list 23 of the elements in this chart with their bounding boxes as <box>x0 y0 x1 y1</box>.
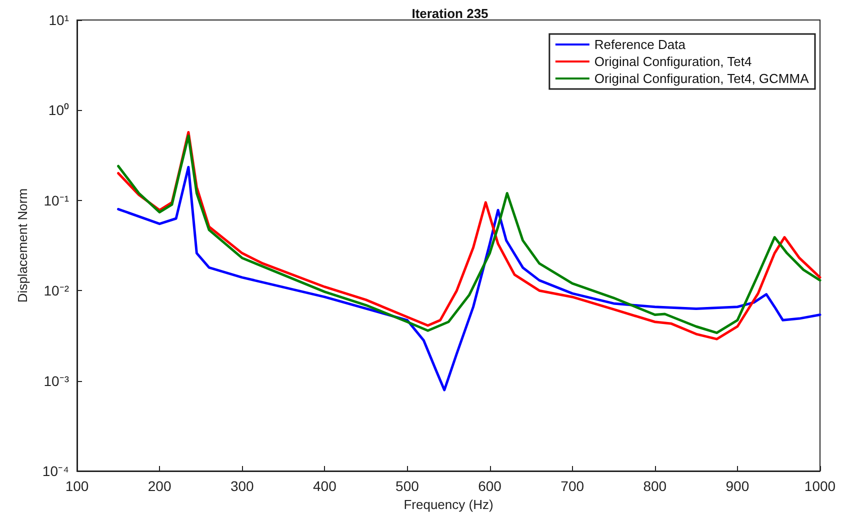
x-tick-label: 400 <box>312 478 337 494</box>
chart-title: Iteration 235 <box>412 6 488 21</box>
y-axis-title: Displacement Norm <box>15 188 30 303</box>
x-tick-label: 100 <box>65 478 89 494</box>
x-tick-label: 1000 <box>804 478 836 494</box>
x-tick-label: 200 <box>148 478 172 494</box>
x-tick-label: 900 <box>726 478 750 494</box>
legend-label: Original Configuration, Tet4 <box>594 54 752 69</box>
legend-label: Reference Data <box>594 37 686 52</box>
x-tick-label: 800 <box>643 478 667 494</box>
line-series <box>117 166 822 392</box>
y-tick-label: 10⁻¹ <box>44 192 70 208</box>
y-tick-label: 10⁰ <box>48 102 69 118</box>
y-tick-label: 10⁻⁴ <box>42 463 69 479</box>
y-tick-label: 10¹ <box>48 12 70 28</box>
x-tick-label: 300 <box>230 478 254 494</box>
y-tick-label: 10⁻² <box>44 282 70 299</box>
x-axis-title: Frequency (Hz) <box>404 496 494 512</box>
x-tick-label: 600 <box>478 478 502 494</box>
x-tick-label: 700 <box>560 478 584 494</box>
x-tick-label: 500 <box>396 478 420 494</box>
legend-label: Original Configuration, Tet4, GCMMA <box>594 71 810 86</box>
y-tick-label: 10⁻³ <box>44 372 70 389</box>
